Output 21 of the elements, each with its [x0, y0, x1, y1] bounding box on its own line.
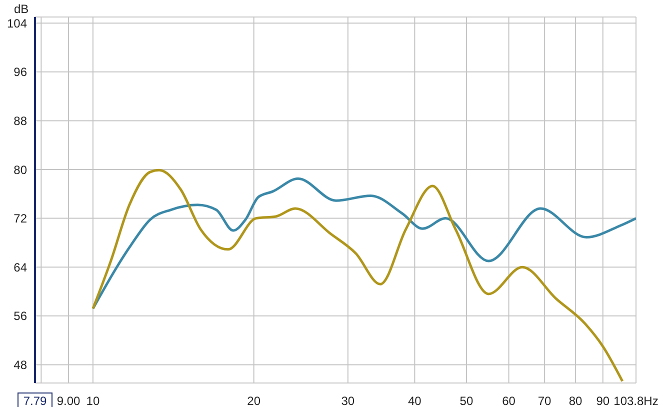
x-tick-label: 60	[502, 394, 516, 407]
y-tick-label: 80	[14, 162, 28, 177]
y-tick-label: 56	[14, 309, 28, 324]
x-tick-label: 20	[247, 394, 261, 407]
x-tick-label: 9.00	[56, 394, 81, 407]
x-tick-label: 7.79	[23, 394, 47, 407]
x-tick-label: 30	[341, 394, 355, 407]
x-tick-label: 103.8Hz	[614, 394, 658, 407]
y-tick-label: 72	[14, 212, 28, 226]
x-tick-label: 90	[596, 394, 610, 407]
y-tick-label: 88	[14, 114, 28, 128]
y-tick-label: 104	[6, 16, 28, 30]
x-tick-label: 50	[460, 394, 474, 407]
x-tick-label: 70	[538, 394, 552, 407]
y-tick-label: 48	[14, 358, 28, 372]
y-axis-title: dB	[14, 2, 29, 16]
y-tick-label: 64	[14, 260, 28, 274]
x-tick-label: 80	[568, 394, 583, 407]
x-tick-label: 40	[408, 394, 422, 407]
x-tick-label: 10	[86, 394, 100, 407]
y-tick-label: 96	[14, 65, 28, 80]
